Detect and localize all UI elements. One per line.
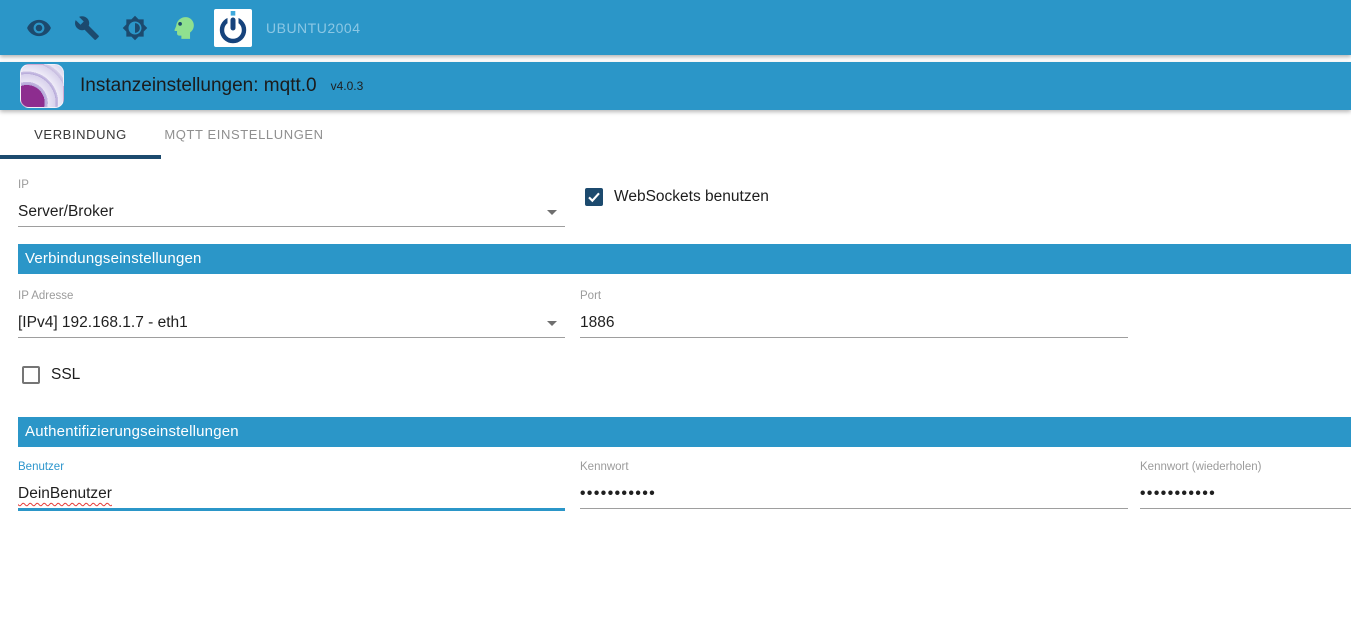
- ip-address-select[interactable]: IP Adresse [IPv4] 192.168.1.7 - eth1: [18, 289, 565, 338]
- websockets-checkbox[interactable]: WebSockets benutzen: [585, 188, 769, 206]
- adapter-version: v4.0.3: [330, 79, 364, 93]
- password-input[interactable]: Kennwort •••••••••••: [580, 460, 1128, 509]
- chevron-down-icon: [547, 210, 557, 215]
- port-label: Port: [580, 290, 602, 302]
- checkbox-unchecked-box: [22, 366, 40, 384]
- user-label: Benutzer: [18, 461, 65, 473]
- brightness-icon[interactable]: [122, 15, 148, 41]
- user-value: DeinBenutzer: [18, 485, 112, 502]
- visibility-eye-icon[interactable]: [26, 15, 52, 41]
- page-title: Instanzeinstellungen: mqtt.0: [80, 75, 317, 96]
- expert-mode-head-icon[interactable]: [170, 15, 196, 41]
- top-app-bar: UBUNTU2004: [0, 0, 1351, 55]
- user-input[interactable]: Benutzer DeinBenutzer: [18, 460, 565, 511]
- ip-address-label: IP Adresse: [18, 290, 74, 302]
- settings-tab-bar: VERBINDUNG MQTT EINSTELLUNGEN: [0, 110, 1351, 159]
- section-header-connection: Verbindungseinstellungen: [18, 244, 1351, 274]
- password-label: Kennwort: [580, 461, 629, 473]
- chevron-down-icon: [547, 321, 557, 326]
- instance-settings-titlebar: Instanzeinstellungen: mqtt.0 v4.0.3: [0, 62, 1351, 110]
- iobroker-logo: [214, 8, 252, 47]
- ip-address-value: [IPv4] 192.168.1.7 - eth1: [18, 314, 188, 331]
- active-tab-indicator: [0, 155, 161, 159]
- port-value: 1886: [580, 314, 615, 331]
- ssl-checkbox[interactable]: SSL: [22, 366, 80, 384]
- websockets-label: WebSockets benutzen: [614, 188, 769, 205]
- ssl-label: SSL: [51, 366, 81, 383]
- password-repeat-label: Kennwort (wiederholen): [1140, 461, 1262, 473]
- section-header-auth: Authentifizierungseinstellungen: [18, 417, 1351, 447]
- ip-type-value: Server/Broker: [18, 203, 114, 220]
- password-repeat-value: •••••••••••: [1140, 485, 1217, 502]
- port-input[interactable]: Port 1886: [580, 289, 1128, 338]
- hostname-label: UBUNTU2004: [266, 19, 361, 36]
- ip-type-label: IP: [18, 179, 29, 191]
- tab-mqtt-einstellungen[interactable]: MQTT EINSTELLUNGEN: [164, 127, 324, 142]
- checkbox-checked-box: [585, 188, 603, 206]
- wrench-icon[interactable]: [74, 15, 100, 41]
- ip-type-select[interactable]: IP Server/Broker: [18, 178, 565, 227]
- password-repeat-input[interactable]: Kennwort (wiederholen) •••••••••••: [1140, 460, 1351, 509]
- mqtt-adapter-icon: [20, 64, 64, 108]
- password-value: •••••••••••: [580, 485, 657, 502]
- tab-verbindung[interactable]: VERBINDUNG: [34, 127, 127, 142]
